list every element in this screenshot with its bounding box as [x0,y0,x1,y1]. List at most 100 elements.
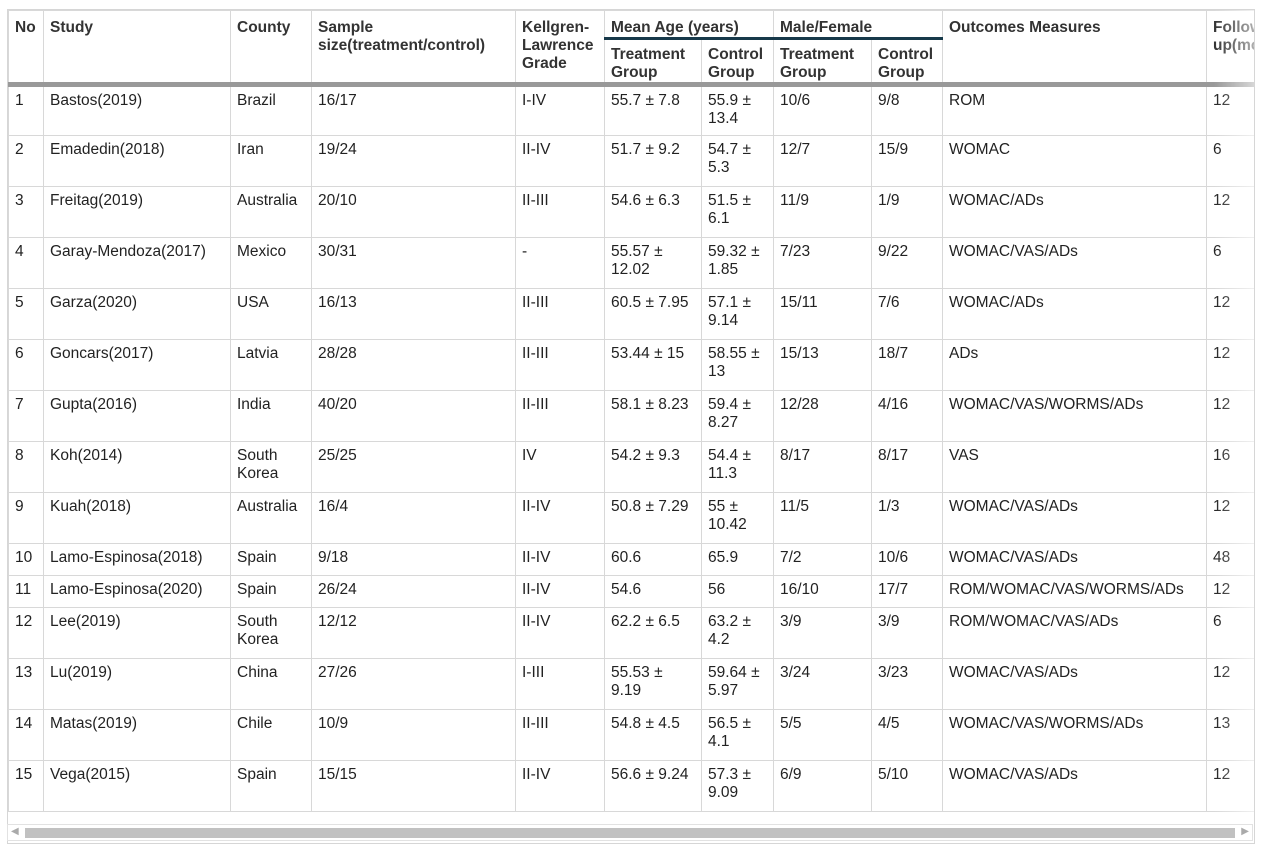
cell-sample-size: 15/15 [311,760,516,812]
cell-sex-treatment: 16/10 [773,575,872,608]
cell-study: Freitag(2019) [43,186,231,238]
cell-county: Spain [230,575,312,608]
table-row: 5 Garza(2020) USA 16/13 II-III 60.5 ± 7.95 57.… [8,288,1254,340]
cell-kl-grade: II-III [515,390,605,442]
header-male-female: Male/Female [773,10,943,40]
cell-sex-treatment: 10/6 [773,84,872,136]
cell-county: Australia [230,186,312,238]
cell-study: Bastos(2019) [43,84,231,136]
cell-age-treatment: 55.53 ± 9.19 [604,658,702,710]
cell-outcomes: WOMAC/VAS/WORMS/ADs [942,709,1207,761]
cell-sex-control: 8/17 [871,441,943,493]
cell-age-treatment: 53.44 ± 15 [604,339,702,391]
cell-kl-grade: II-III [515,288,605,340]
cell-county: Australia [230,492,312,544]
cell-sample-size: 9/18 [311,543,516,576]
cell-sex-control: 10/6 [871,543,943,576]
cell-county: USA [230,288,312,340]
cell-sample-size: 25/25 [311,441,516,493]
cell-study: Garza(2020) [43,288,231,340]
header-kl-grade: Kellgren-Lawrence Grade [515,10,605,87]
cell-outcomes: WOMAC/VAS/ADs [942,658,1207,710]
cell-sample-size: 40/20 [311,390,516,442]
cell-sex-treatment: 8/17 [773,441,872,493]
table-row: 7 Gupta(2016) India 40/20 II-III 58.1 ± 8.23 5… [8,390,1254,442]
cell-age-control: 58.55 ± 13 [701,339,774,391]
cell-kl-grade: - [515,237,605,289]
cell-no: 15 [8,760,44,812]
cell-age-treatment: 54.6 [604,575,702,608]
cell-followup: 48 [1206,543,1254,576]
cell-sex-treatment: 15/13 [773,339,872,391]
cell-kl-grade: I-IV [515,84,605,136]
cell-followup: 12 [1206,575,1254,608]
header-followup: Follow-up(months) [1206,10,1254,87]
cell-study: Kuah(2018) [43,492,231,544]
cell-study: Lamo-Espinosa(2018) [43,543,231,576]
cell-sex-control: 3/9 [871,607,943,659]
cell-sex-treatment: 12/7 [773,135,872,187]
cell-age-control: 59.64 ± 5.97 [701,658,774,710]
cell-followup: 12 [1206,492,1254,544]
scroll-right-icon[interactable]: ▶ [1241,826,1249,837]
cell-age-treatment: 60.6 [604,543,702,576]
cell-kl-grade: II-III [515,339,605,391]
horizontal-scrollbar[interactable]: ◀ ▶ [7,824,1253,841]
cell-sex-control: 9/22 [871,237,943,289]
cell-kl-grade: II-III [515,186,605,238]
cell-no: 12 [8,607,44,659]
cell-study: Lu(2019) [43,658,231,710]
cell-age-treatment: 50.8 ± 7.29 [604,492,702,544]
cell-study: Gupta(2016) [43,390,231,442]
header-study: Study [43,10,231,87]
cell-sex-treatment: 5/5 [773,709,872,761]
table-row: 9 Kuah(2018) Australia 16/4 II-IV 50.8 ± 7.29… [8,492,1254,544]
header-county: County [230,10,312,87]
cell-kl-grade: I-III [515,658,605,710]
cell-outcomes: WOMAC/ADs [942,186,1207,238]
scrollbar-thumb[interactable] [25,828,1235,838]
cell-sex-treatment: 11/9 [773,186,872,238]
cell-county: South Korea [230,441,312,493]
cell-county: Brazil [230,84,312,136]
cell-study: Emadedin(2018) [43,135,231,187]
cell-study: Goncars(2017) [43,339,231,391]
cell-sex-treatment: 12/28 [773,390,872,442]
cell-followup: 12 [1206,658,1254,710]
cell-county: Latvia [230,339,312,391]
cell-outcomes: ROM/WOMAC/VAS/WORMS/ADs [942,575,1207,608]
cell-sample-size: 27/26 [311,658,516,710]
table-row: 10 Lamo-Espinosa(2018) Spain 9/18 II-IV 60.6 6… [8,543,1254,576]
scroll-left-icon[interactable]: ◀ [11,826,19,837]
cell-age-control: 55 ± 10.42 [701,492,774,544]
cell-sex-treatment: 6/9 [773,760,872,812]
cell-kl-grade: II-IV [515,760,605,812]
cell-county: Spain [230,543,312,576]
cell-county: South Korea [230,607,312,659]
cell-no: 4 [8,237,44,289]
cell-outcomes: WOMAC/VAS/ADs [942,760,1207,812]
cell-sex-control: 1/3 [871,492,943,544]
cell-sex-control: 17/7 [871,575,943,608]
cell-outcomes: WOMAC [942,135,1207,187]
cell-county: Mexico [230,237,312,289]
cell-outcomes: WOMAC/VAS/ADs [942,492,1207,544]
cell-followup: 6 [1206,607,1254,659]
table-row: 12 Lee(2019) South Korea 12/12 II-IV 62.2 ± 6… [8,607,1254,659]
table-row: 14 Matas(2019) Chile 10/9 II-III 54.8 ± 4.5 56… [8,709,1254,761]
table-row: 6 Goncars(2017) Latvia 28/28 II-III 53.44 ± 1… [8,339,1254,391]
cell-age-control: 51.5 ± 6.1 [701,186,774,238]
table-row: 2 Emadedin(2018) Iran 19/24 II-IV 51.7 ± 9.2 5… [8,135,1254,187]
cell-age-treatment: 54.6 ± 6.3 [604,186,702,238]
cell-study: Lamo-Espinosa(2020) [43,575,231,608]
cell-age-control: 54.4 ± 11.3 [701,441,774,493]
cell-sex-control: 4/5 [871,709,943,761]
cell-followup: 12 [1206,760,1254,812]
cell-outcomes: ROM/WOMAC/VAS/ADs [942,607,1207,659]
cell-age-control: 63.2 ± 4.2 [701,607,774,659]
cell-followup: 12 [1206,339,1254,391]
cell-kl-grade: II-IV [515,575,605,608]
cell-kl-grade: II-III [515,709,605,761]
cell-sex-treatment: 15/11 [773,288,872,340]
cell-age-control: 59.32 ± 1.85 [701,237,774,289]
